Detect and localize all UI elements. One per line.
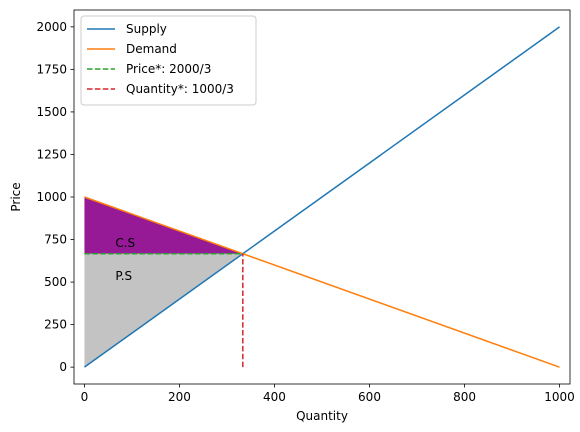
series-line-demand [84, 196, 560, 368]
y-tick-label: 250 [44, 318, 67, 332]
y-tick-label: 500 [44, 275, 67, 289]
x-tick-label: 400 [263, 390, 286, 404]
y-tick-label: 2000 [36, 20, 67, 34]
y-tick-label: 1500 [36, 105, 67, 119]
y-ticks: 0 250 500 750 1000 1250 1500 1750 2000 [36, 20, 74, 374]
y-axis-label: Price [9, 182, 23, 211]
annotations-layer: C.S P.S [115, 236, 135, 283]
legend: Supply Demand Price*: 2000/3 Quantity*: 100… [80, 15, 257, 106]
x-tick-label: 1000 [544, 390, 575, 404]
x-ticks: 0 200 400 600 800 1000 [81, 384, 575, 404]
legend-label-price-2000-3: Price*: 2000/3 [126, 62, 211, 76]
legend-frame [80, 15, 257, 106]
legend-label-quantity-1000-3: Quantity*: 1000/3 [126, 82, 234, 96]
series-line-supply [84, 26, 560, 368]
y-tick-label: 1250 [36, 147, 67, 161]
series-layer [84, 26, 560, 368]
y-tick-label: 1750 [36, 62, 67, 76]
x-axis-label: Quantity [296, 409, 348, 423]
y-tick-label: 0 [59, 360, 67, 374]
region-label-p-s: P.S [115, 269, 132, 283]
x-tick-label: 0 [81, 390, 89, 404]
x-tick-label: 600 [358, 390, 381, 404]
y-tick-label: 750 [44, 233, 67, 247]
region-label-c-s: C.S [115, 236, 135, 250]
x-tick-label: 800 [453, 390, 476, 404]
regions-layer [84, 197, 243, 368]
legend-label-supply: Supply [126, 22, 167, 36]
x-tick-label: 200 [168, 390, 191, 404]
y-tick-label: 1000 [36, 190, 67, 204]
legend-label-demand: Demand [126, 42, 177, 56]
